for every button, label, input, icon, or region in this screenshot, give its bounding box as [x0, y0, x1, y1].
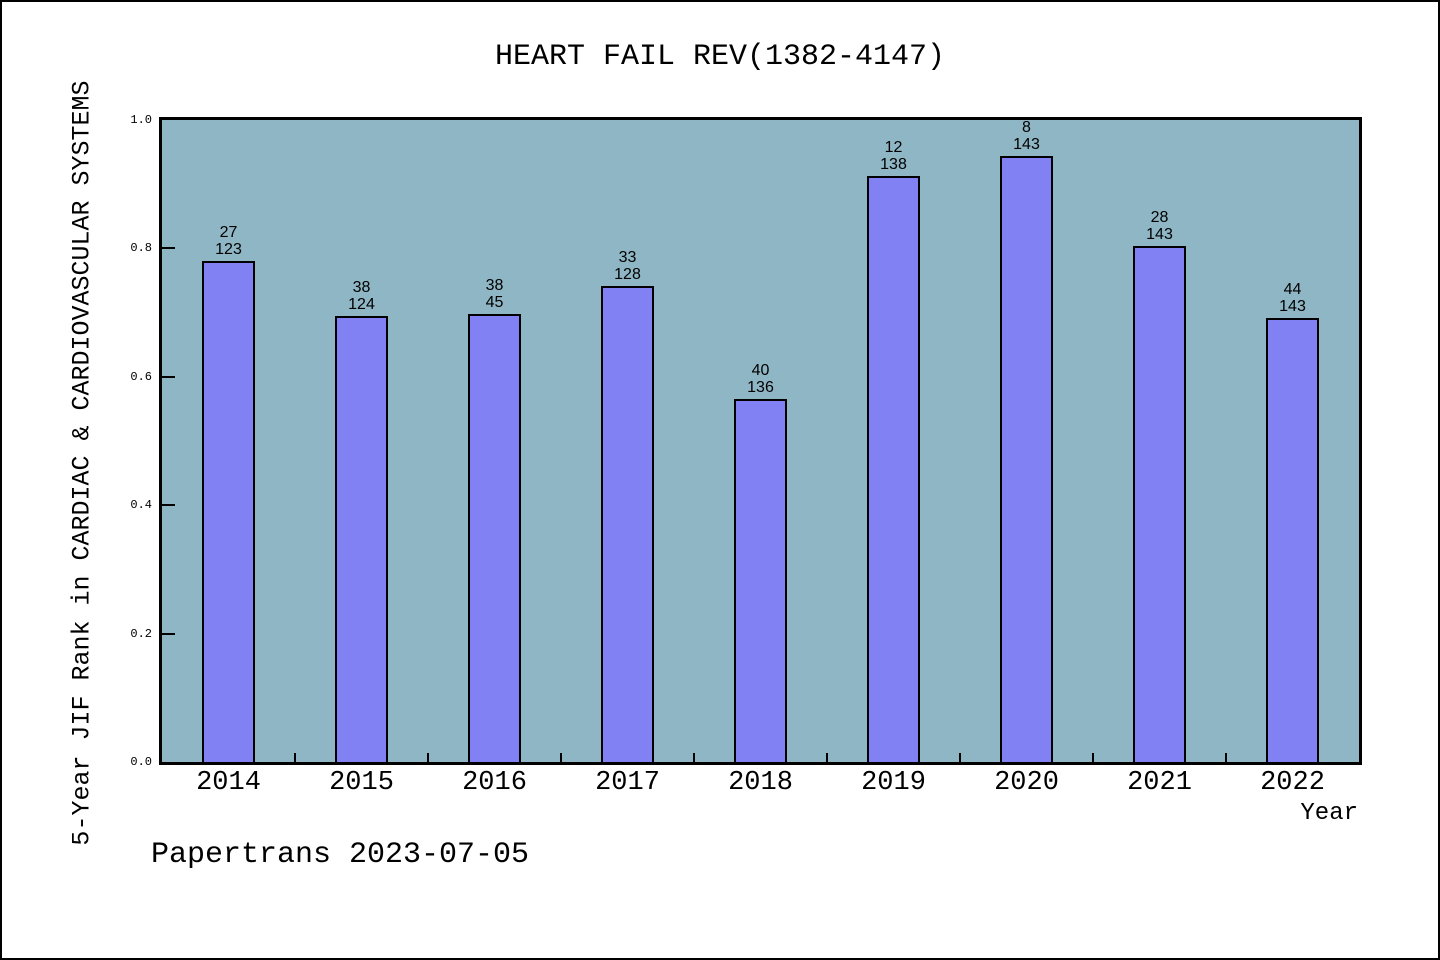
- bar-rank-2017: 33: [618, 249, 637, 266]
- bar-2017: [601, 286, 654, 762]
- x-minor-tick: [693, 753, 695, 762]
- plot-area: 27 123 38 124 38 45 33 128 40 136 12 138 8 143 28 143 44…: [159, 117, 1362, 765]
- x-tick-label-2014: 2014: [196, 768, 261, 798]
- x-minor-tick: [1092, 753, 1094, 762]
- y-tick-mark: [162, 375, 175, 378]
- bar-rank-2020: 8: [1022, 119, 1031, 136]
- x-axis-label: Year: [1300, 800, 1358, 827]
- x-tick-label-2020: 2020: [994, 768, 1059, 798]
- x-minor-tick: [1225, 753, 1227, 762]
- y-tick-label-0.4: 0.4: [130, 498, 152, 513]
- bar-2015: [335, 316, 388, 762]
- x-minor-tick: [294, 753, 296, 762]
- x-tick-label-2017: 2017: [595, 768, 660, 798]
- y-axis-label: 5-Year JIF Rank in CARDIAC & CARDIOVASCU…: [67, 80, 97, 846]
- bar-2022: [1266, 318, 1319, 762]
- bar-value-label-2016: 38 45: [435, 277, 555, 311]
- bar-total-2018: 136: [747, 379, 774, 396]
- bar-rank-2021: 28: [1150, 209, 1169, 226]
- y-tick-mark: [162, 632, 175, 635]
- bar-value-label-2018: 40 136: [701, 362, 821, 396]
- y-tick-label-0.2: 0.2: [130, 626, 152, 641]
- bar-total-2022: 143: [1279, 298, 1306, 315]
- y-tick-label-0.8: 0.8: [130, 241, 152, 256]
- bar-value-label-2019: 12 138: [834, 139, 954, 173]
- bar-total-2015: 124: [348, 296, 375, 313]
- bar-value-label-2017: 33 128: [568, 249, 688, 283]
- x-minor-tick: [560, 753, 562, 762]
- bar-value-label-2021: 28 143: [1100, 209, 1220, 243]
- y-tick-mark: [162, 504, 175, 507]
- x-tick-label-2019: 2019: [861, 768, 926, 798]
- bar-rank-2014: 27: [219, 224, 238, 241]
- x-tick-label-2018: 2018: [728, 768, 793, 798]
- bar-2019: [867, 176, 920, 762]
- bar-value-label-2022: 44 143: [1233, 281, 1353, 315]
- bar-value-label-2015: 38 124: [302, 279, 422, 313]
- x-tick-label-2022: 2022: [1260, 768, 1325, 798]
- chart-title: HEART FAIL REV(1382-4147): [494, 40, 946, 74]
- x-minor-tick: [826, 753, 828, 762]
- bar-total-2017: 128: [614, 266, 641, 283]
- bar-2016: [468, 314, 521, 762]
- bar-total-2020: 143: [1013, 136, 1040, 153]
- bar-2018: [734, 399, 787, 762]
- bar-2020: [1000, 156, 1053, 762]
- x-minor-tick: [427, 753, 429, 762]
- bar-rank-2022: 44: [1283, 281, 1302, 298]
- x-tick-label-2021: 2021: [1127, 768, 1192, 798]
- bar-total-2019: 138: [880, 156, 907, 173]
- y-tick-label-0.6: 0.6: [130, 369, 152, 384]
- y-tick-label-1.0: 1.0: [130, 113, 152, 127]
- bar-value-label-2020: 8 143: [967, 119, 1087, 153]
- x-tick-label-2015: 2015: [329, 768, 394, 798]
- watermark-text: Papertrans 2023-07-05: [151, 838, 530, 872]
- bar-rank-2018: 40: [751, 362, 770, 379]
- x-minor-tick: [959, 753, 961, 762]
- bar-total-2014: 123: [215, 241, 242, 258]
- bar-total-2016: 45: [485, 294, 504, 311]
- bar-total-2021: 143: [1146, 226, 1173, 243]
- bar-rank-2019: 12: [884, 139, 903, 156]
- bar-value-label-2014: 27 123: [169, 224, 289, 258]
- bar-rank-2015: 38: [352, 279, 371, 296]
- x-tick-label-2016: 2016: [462, 768, 527, 798]
- bar-2014: [202, 261, 255, 762]
- y-tick-mark: [162, 247, 175, 250]
- plot-area-inner: 27 123 38 124 38 45 33 128 40 136 12 138 8 143 28 143 44…: [162, 119, 1359, 762]
- y-tick-label-0.0: 0.0: [130, 755, 152, 769]
- bar-2021: [1133, 246, 1186, 762]
- bar-rank-2016: 38: [485, 277, 504, 294]
